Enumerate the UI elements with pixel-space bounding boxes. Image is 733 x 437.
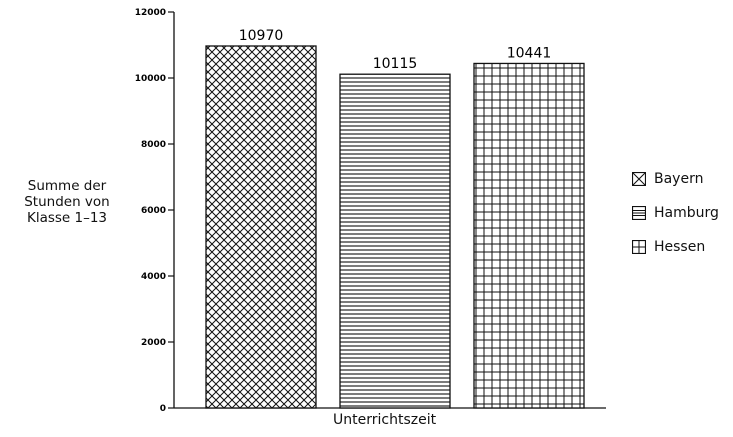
y-axis-label: Summe der Stunden von Klasse 1–13 (4, 178, 130, 226)
legend-swatch-hamburg (632, 206, 646, 220)
y-tick-label: 0 (160, 404, 166, 414)
legend-label-bayern: Bayern (654, 171, 704, 187)
legend-item-hamburg: Hamburg (632, 202, 719, 224)
y-axis-label-line-2: Stunden von (24, 194, 110, 210)
y-tick-label: 10000 (135, 74, 166, 84)
bar-hessen (473, 62, 585, 409)
y-axis-label-line-1: Summe der (27, 178, 107, 194)
bar-bayern (205, 45, 317, 409)
x-axis-label: Unterrichtszeit (333, 412, 437, 428)
y-tick-label: 6000 (141, 206, 166, 216)
legend-swatch-bayern (632, 172, 646, 186)
bar-value-label-hamburg: 10115 (373, 56, 418, 72)
legend: Bayern Hamburg Hessen (632, 168, 719, 270)
legend-label-hamburg: Hamburg (654, 205, 719, 221)
legend-swatch-hessen (632, 240, 646, 254)
y-axis-label-line-3: Klasse 1–13 (26, 210, 108, 226)
legend-label-hessen: Hessen (654, 239, 706, 255)
bar-hamburg (339, 73, 451, 409)
y-tick-label: 12000 (135, 8, 166, 18)
y-tick-label: 2000 (141, 338, 166, 348)
y-tick-label: 4000 (141, 272, 166, 282)
bar-value-label-hessen: 10441 (507, 45, 552, 61)
y-tick-label: 8000 (141, 140, 166, 150)
bar-value-label-bayern: 10970 (239, 28, 284, 44)
legend-item-hessen: Hessen (632, 236, 719, 258)
legend-item-bayern: Bayern (632, 168, 719, 190)
